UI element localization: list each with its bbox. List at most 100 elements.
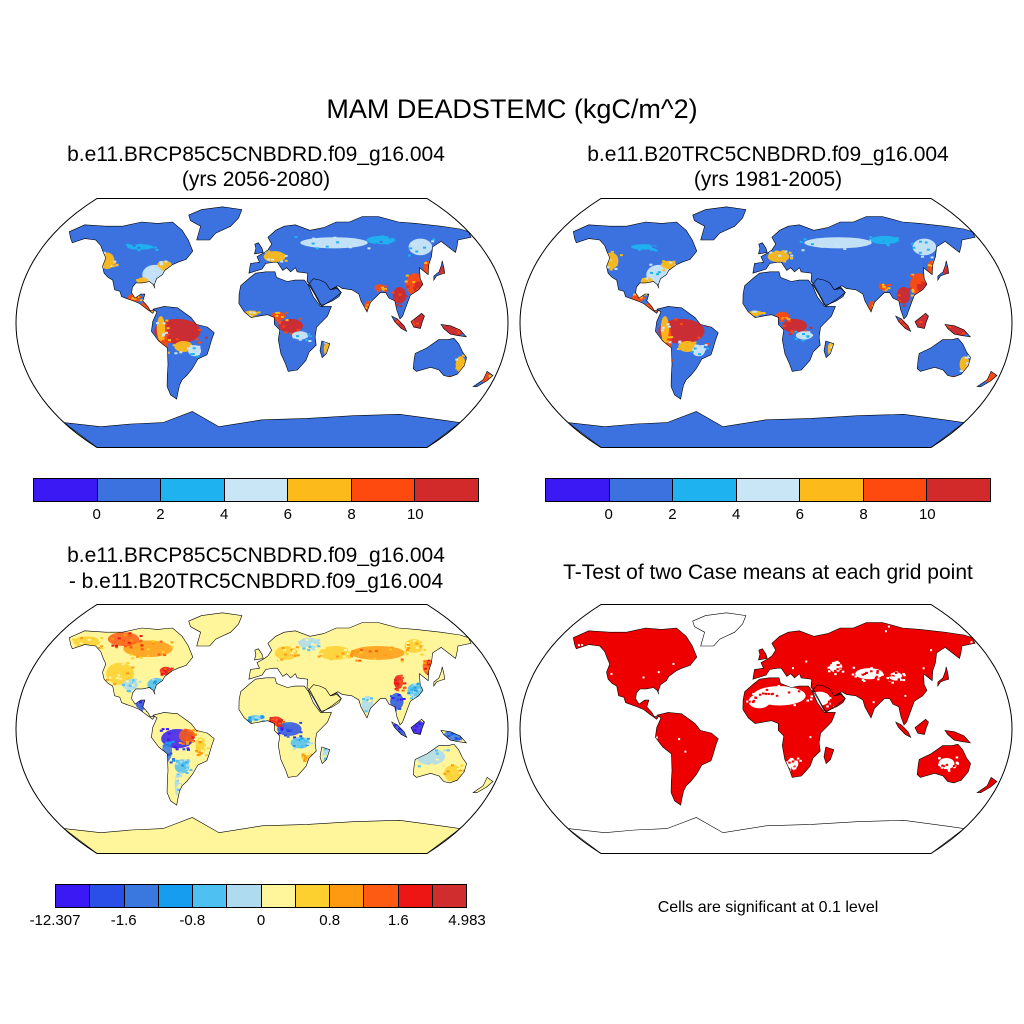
coastline bbox=[254, 242, 264, 255]
colorbar-tick-label: 10 bbox=[918, 506, 936, 523]
land-antarctica bbox=[568, 817, 964, 854]
coastline bbox=[823, 340, 835, 359]
coastline bbox=[440, 730, 468, 744]
colorbar-box bbox=[351, 479, 416, 501]
coastline bbox=[916, 337, 971, 378]
coastline bbox=[319, 746, 331, 765]
map-border bbox=[15, 198, 509, 448]
colorbar-box bbox=[90, 885, 125, 907]
coastline bbox=[572, 221, 698, 314]
land-borneo bbox=[915, 719, 929, 735]
colorbar-box bbox=[398, 885, 433, 907]
coastline bbox=[440, 324, 468, 338]
land-japan bbox=[937, 666, 949, 687]
coastline bbox=[319, 340, 331, 359]
coastline bbox=[188, 206, 243, 241]
colorbar-tick-label: 6 bbox=[795, 506, 805, 523]
coastline bbox=[914, 718, 929, 735]
land-madagascar bbox=[824, 747, 834, 764]
colorbar-tick-label: 0 bbox=[92, 506, 101, 523]
main-title: MAM DEADSTEMC (kgC/m^2) bbox=[326, 94, 698, 124]
coastline bbox=[752, 622, 976, 726]
coastline bbox=[937, 260, 950, 282]
panel-1-subtitle: (yrs 2056-2080) bbox=[181, 168, 331, 191]
coastline bbox=[308, 278, 342, 306]
coastline bbox=[151, 306, 215, 400]
colorbar-box bbox=[193, 885, 228, 907]
coastline bbox=[472, 370, 494, 387]
colorbar-box bbox=[34, 479, 98, 501]
colorbar-tick-label: -12.307 bbox=[29, 912, 81, 929]
land-arabia bbox=[812, 278, 846, 305]
colorbar-box bbox=[161, 479, 225, 501]
coastline bbox=[68, 221, 194, 314]
coastline bbox=[812, 278, 846, 306]
map-border bbox=[519, 604, 1013, 854]
colorbar-box bbox=[227, 885, 262, 907]
colorbar-tick-label: 1.6 bbox=[387, 912, 409, 929]
colorbar-future-case bbox=[33, 478, 479, 502]
map-border bbox=[15, 604, 509, 854]
colorbar-tick-label: 4 bbox=[731, 506, 741, 523]
colorbar-box bbox=[261, 885, 296, 907]
colorbar-box bbox=[432, 885, 466, 907]
coastline bbox=[944, 324, 972, 338]
coastline bbox=[692, 206, 747, 241]
colorbar-tick-label: -1.6 bbox=[110, 912, 137, 929]
coastline bbox=[655, 712, 719, 806]
significance-note: Cells are significant at 0.1 level bbox=[657, 899, 879, 916]
colorbar-tick-label: 0 bbox=[604, 506, 613, 523]
coastline bbox=[188, 612, 243, 647]
coastline bbox=[248, 622, 472, 726]
land-greenland bbox=[188, 206, 242, 240]
coastline bbox=[823, 746, 835, 765]
colorbar-box bbox=[415, 479, 479, 501]
land-uk bbox=[758, 242, 768, 254]
colorbar-box bbox=[673, 479, 737, 501]
colorbar-historical-case bbox=[545, 478, 991, 502]
colorbar-box bbox=[224, 479, 289, 501]
coastline bbox=[944, 730, 972, 744]
coastline bbox=[62, 817, 461, 854]
map-border bbox=[519, 198, 1013, 448]
coastline bbox=[238, 271, 332, 372]
panel-1-title: b.e11.BRCP85C5CNBDRD.f09_g16.004 bbox=[67, 143, 445, 166]
coastline bbox=[410, 312, 425, 329]
land-australia bbox=[917, 338, 971, 377]
coastline bbox=[916, 743, 971, 784]
colorbar-tick-label: 10 bbox=[406, 506, 424, 523]
colorbar-box bbox=[863, 479, 928, 501]
panel-3-title: b.e11.BRCP85C5CNBDRD.f09_g16.004 bbox=[67, 544, 445, 567]
land-arabia bbox=[308, 278, 342, 305]
map-future-case bbox=[15, 198, 509, 448]
land-uk bbox=[758, 648, 768, 660]
land-arabia bbox=[308, 684, 342, 711]
coastline bbox=[254, 648, 264, 661]
coastline bbox=[572, 627, 698, 720]
land-greenland bbox=[188, 612, 242, 646]
colorbar-box bbox=[800, 479, 864, 501]
coastline bbox=[742, 677, 836, 778]
coastline bbox=[758, 648, 768, 661]
coastline bbox=[151, 712, 215, 806]
coastline bbox=[937, 666, 950, 688]
colorbar-tick-label: 4.983 bbox=[448, 912, 486, 929]
colorbar-tick-label: 4 bbox=[219, 506, 229, 523]
coastline bbox=[812, 684, 846, 712]
coastline bbox=[692, 612, 747, 647]
coastline bbox=[62, 411, 461, 448]
map-historical-case bbox=[519, 198, 1013, 448]
map-ttest-significance bbox=[519, 604, 1013, 854]
coastline bbox=[566, 817, 965, 854]
panel-2-title: b.e11.B20TRC5CNBDRD.f09_g16.004 bbox=[587, 143, 949, 166]
colorbar-box bbox=[295, 885, 330, 907]
coastline bbox=[655, 306, 719, 400]
colorbar-box bbox=[288, 479, 352, 501]
coastline bbox=[894, 721, 912, 738]
coastline bbox=[68, 627, 194, 720]
coastline bbox=[433, 260, 446, 282]
coastline bbox=[758, 242, 768, 255]
land-uk bbox=[254, 648, 264, 660]
land-japan bbox=[433, 666, 445, 687]
coastline bbox=[742, 271, 836, 372]
